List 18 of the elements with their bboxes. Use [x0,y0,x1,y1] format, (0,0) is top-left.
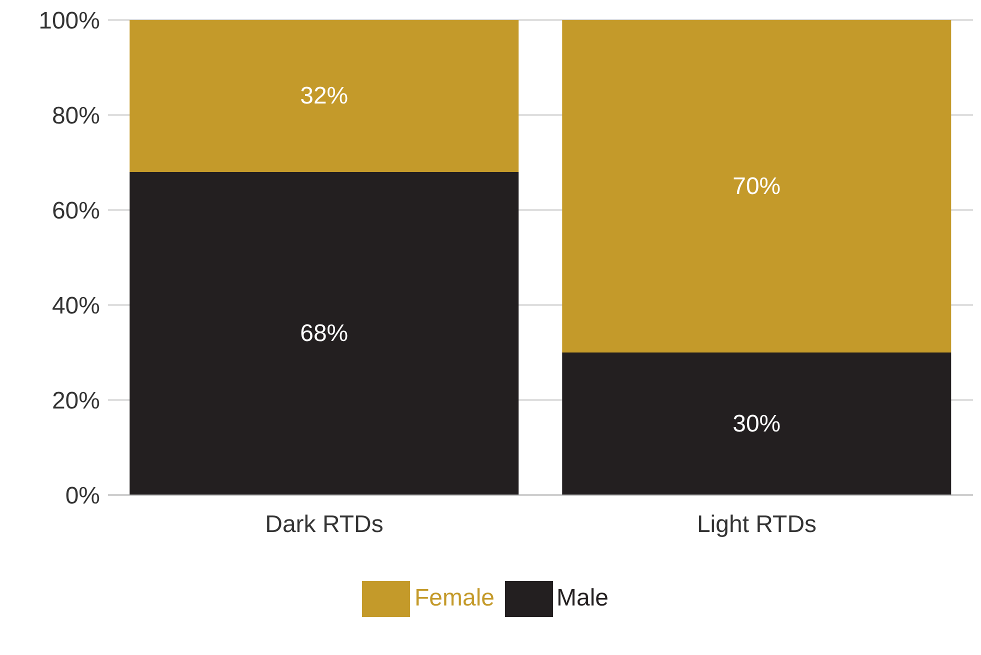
y-tick-label: 80% [52,102,100,130]
data-label: 70% [732,172,781,200]
y-tick-label: 20% [52,388,100,415]
bar [130,20,519,172]
data-label: 68% [300,320,348,347]
y-tick-label: 100% [38,8,100,35]
bar [130,172,519,495]
y-tick-label: 0% [65,482,100,510]
legend-label: Female [414,584,494,612]
y-tick-label: 60% [52,198,100,225]
data-label: 32% [300,82,348,110]
bar [562,352,952,495]
legend-label: Male [556,584,609,612]
x-tick-label: Light RTDs [696,511,817,538]
bar [562,20,952,352]
data-label: 30% [732,410,781,438]
y-tick-label: 40% [52,292,100,320]
x-tick-label: Dark RTDs [265,511,384,538]
